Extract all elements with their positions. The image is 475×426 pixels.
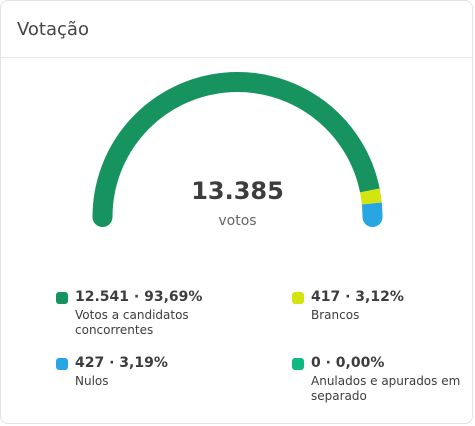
card-header: Votação bbox=[1, 1, 472, 58]
legend-label-anulados: Anulados e apurados em separado bbox=[311, 374, 461, 403]
gauge-cap-end bbox=[362, 207, 383, 227]
legend-value-anulados: 0 · 0,00% bbox=[311, 355, 385, 371]
gauge-segment-brancos bbox=[360, 188, 382, 205]
legend-value-candidatos: 12.541 · 93,69% bbox=[75, 289, 203, 305]
gauge-cap-start bbox=[92, 207, 113, 227]
gauge-segment-candidatos bbox=[92, 72, 380, 218]
total-votes-value: 13.385 bbox=[191, 177, 284, 205]
legend-swatch-brancos bbox=[292, 292, 304, 304]
legend-label-candidatos: Votos a candidatos concorrentes bbox=[75, 308, 189, 337]
legend-swatch-anulados bbox=[292, 358, 304, 370]
legend-value-brancos: 417 · 3,12% bbox=[311, 289, 404, 305]
total-votes-label: votos bbox=[218, 213, 257, 229]
card-title: Votação bbox=[17, 18, 89, 40]
legend-value-nulos: 427 · 3,19% bbox=[75, 355, 168, 371]
legend-label-brancos: Brancos bbox=[311, 308, 360, 322]
legend-swatch-nulos bbox=[56, 358, 68, 370]
legend-swatch-candidatos bbox=[56, 292, 68, 304]
gauge-chart bbox=[92, 72, 383, 227]
legend-label-nulos: Nulos bbox=[75, 374, 109, 388]
